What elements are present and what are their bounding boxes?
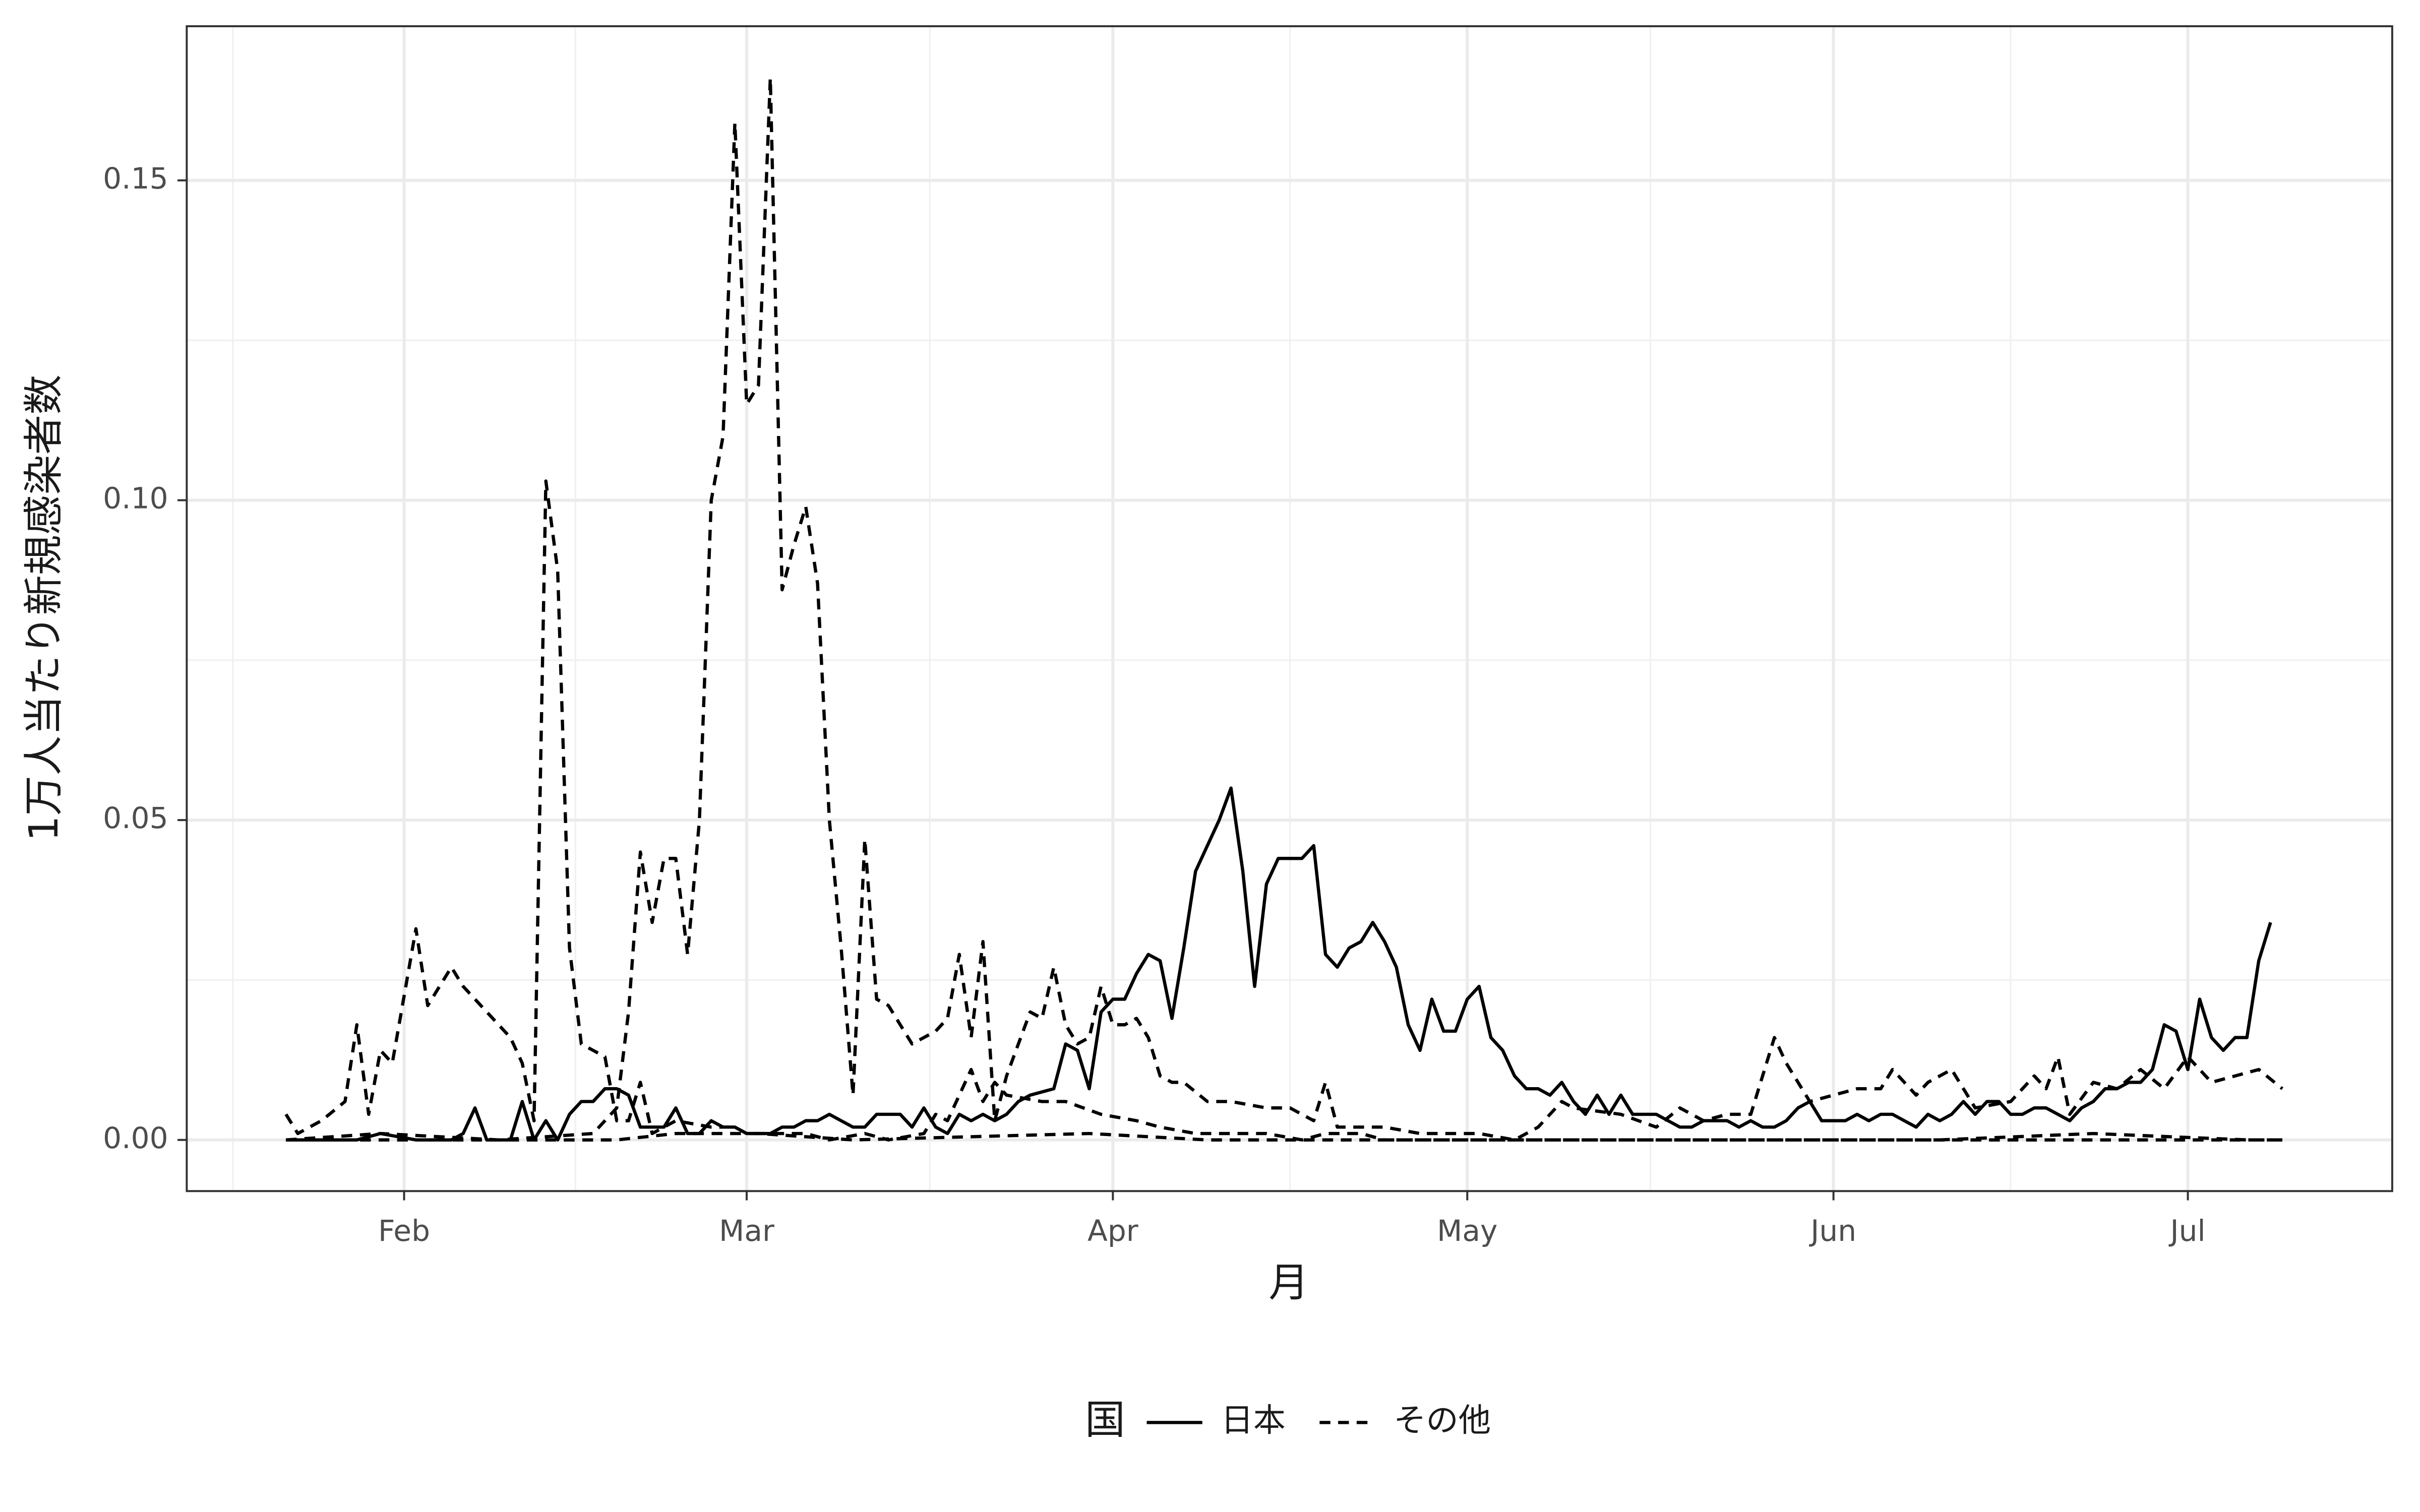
series-line bbox=[286, 1131, 2282, 1142]
y-tick-label: 0.05 bbox=[103, 801, 168, 835]
axes: Feb Mar Apr May Jun Jul 0.00 0.05 0.10 0.15 bbox=[103, 161, 2205, 1248]
legend-label: 日本 bbox=[1221, 1402, 1286, 1439]
x-axis-title: 月 bbox=[1268, 1259, 1309, 1306]
y-axis-title: 1万人当たり新規感染者数 bbox=[20, 374, 67, 841]
panel-border bbox=[186, 25, 2393, 1192]
x-tick-label: Apr bbox=[1087, 1214, 1138, 1248]
x-tick-label: Jul bbox=[2168, 1214, 2205, 1248]
grid bbox=[187, 26, 2392, 1191]
series-line bbox=[286, 786, 2272, 1142]
x-tick-label: Jun bbox=[1808, 1214, 1856, 1248]
y-tick-label: 0.10 bbox=[103, 481, 168, 516]
series-line bbox=[285, 76, 2284, 1142]
legend-label: その他 bbox=[1394, 1402, 1491, 1439]
x-tick-label: May bbox=[1437, 1214, 1497, 1248]
legend-title: 国 bbox=[1085, 1396, 1125, 1443]
y-tick-label: 0.15 bbox=[103, 161, 168, 196]
y-tick-label: 0.00 bbox=[103, 1121, 168, 1155]
series-line bbox=[284, 479, 2282, 1142]
x-tick-label: Mar bbox=[719, 1214, 774, 1248]
lines bbox=[284, 76, 2284, 1142]
x-tick-label: Feb bbox=[378, 1214, 430, 1248]
legend: 国 日本 その他 bbox=[1085, 1396, 1491, 1443]
